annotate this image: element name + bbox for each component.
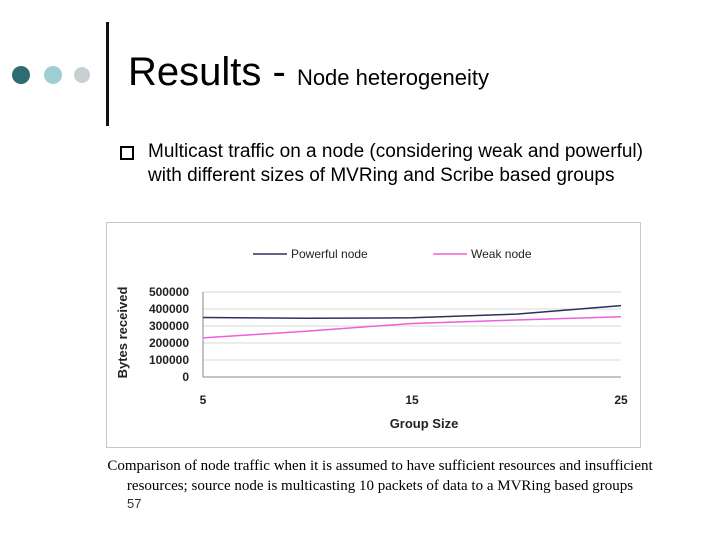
- x-tick-label: 15: [405, 393, 419, 407]
- checkbox-bullet-icon: [120, 146, 134, 160]
- y-axis-title: Bytes received: [115, 287, 130, 379]
- chart-panel: 0 100000 200000 300000 400000 500000 5 15 25 Grou…: [106, 222, 641, 448]
- slide-title: Results - Node heterogeneity: [128, 50, 489, 95]
- logo-dot-grey: [74, 67, 90, 83]
- logo-dot-dark: [12, 66, 30, 84]
- legend-label: Weak node: [471, 247, 532, 261]
- legend-label: Powerful node: [291, 247, 368, 261]
- series-line-powerful-node: [202, 304, 622, 320]
- y-tick-label: 200000: [149, 336, 189, 350]
- title-main: Results -: [128, 50, 297, 94]
- figure-caption: Comparison of node traffic when it is as…: [107, 458, 653, 494]
- slide-number: 57: [127, 496, 142, 511]
- y-tick-label: 100000: [149, 353, 189, 367]
- logo-dot-light: [44, 66, 62, 84]
- x-tick-label: 5: [200, 393, 207, 407]
- y-tick-label: 300000: [149, 319, 189, 333]
- title-divider: [106, 22, 109, 126]
- x-tick-label: 25: [614, 393, 628, 407]
- x-axis-title: Group Size: [390, 416, 459, 431]
- bullet-text: Multicast traffic on a node (considering…: [148, 141, 643, 186]
- y-tick-label: 400000: [149, 302, 189, 316]
- title-subtitle: Node heterogeneity: [296, 65, 489, 90]
- y-tick-label: 0: [182, 370, 189, 384]
- series-line-weak-node: [202, 315, 622, 339]
- line-chart: 0 100000 200000 300000 400000 500000 5 15 25 Grou…: [115, 247, 628, 431]
- y-tick-label: 500000: [149, 285, 189, 299]
